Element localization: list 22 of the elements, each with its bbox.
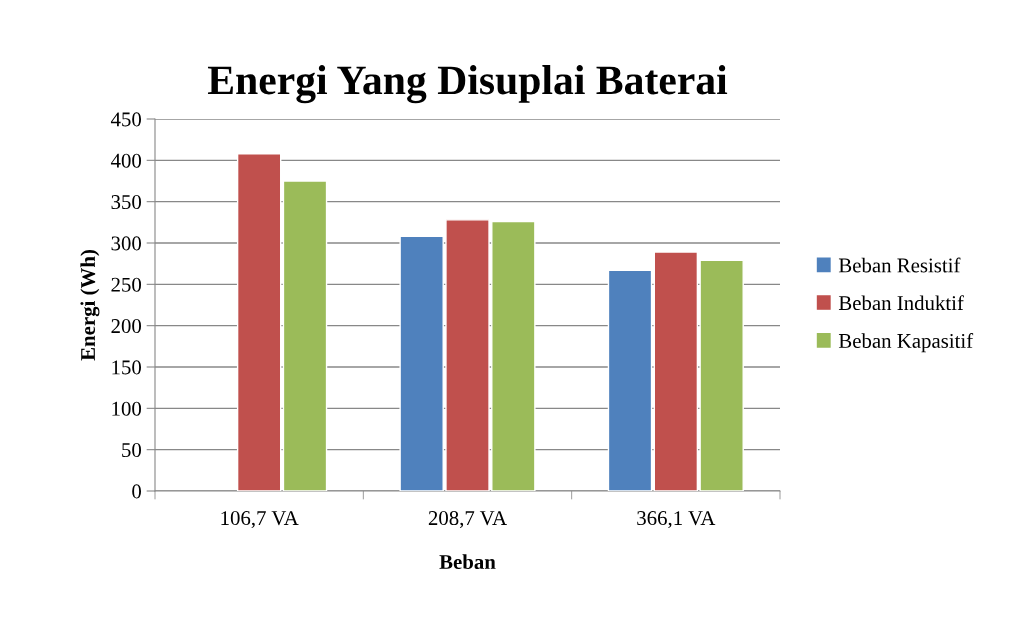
- y-tick-label: 100: [112, 401, 142, 416]
- bar: [236, 153, 282, 491]
- legend-label: Beban Induktif: [838, 295, 964, 311]
- bar: [607, 269, 653, 491]
- y-tick-label: 50: [122, 443, 142, 458]
- legend-label: Beban Kapasitif: [838, 333, 974, 353]
- y-tick-label: 150: [112, 360, 142, 375]
- y-tick-label: 450: [110, 112, 142, 127]
- y-axis-title: Energi (Wh): [80, 250, 100, 361]
- y-tick-label: 300: [111, 236, 142, 251]
- x-tick-label: 208,7 VA: [428, 511, 507, 529]
- y-tick-label: 200: [111, 319, 142, 334]
- x-tick-label: 106,7 VA: [221, 511, 299, 529]
- x-tick-label: 366,1 VA: [637, 511, 716, 529]
- legend-label: Beban Resistif: [838, 257, 961, 273]
- y-tick-label: 400: [110, 153, 142, 168]
- y-tick-label: 0: [132, 484, 142, 499]
- bar: [282, 180, 328, 491]
- y-tick-label: 350: [111, 195, 142, 210]
- x-axis-title: Beban: [439, 554, 496, 569]
- chart-title: Energi Yang Disuplai Baterai: [207, 65, 728, 104]
- y-tick-label: 250: [111, 277, 142, 292]
